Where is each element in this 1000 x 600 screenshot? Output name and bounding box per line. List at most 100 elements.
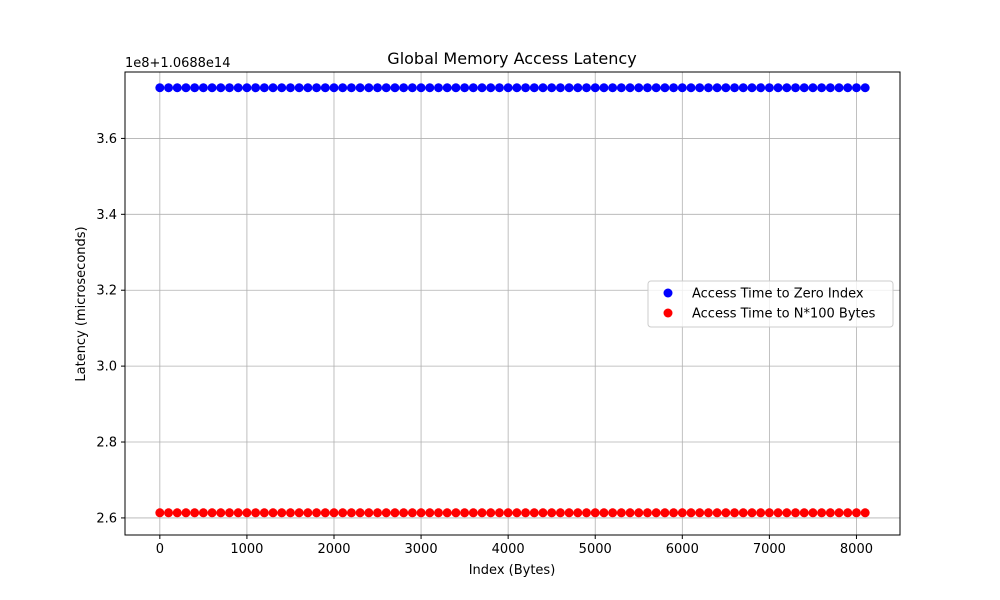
data-point xyxy=(181,83,191,93)
data-point xyxy=(573,508,583,518)
data-point xyxy=(782,83,792,93)
data-point xyxy=(817,508,827,518)
data-point xyxy=(355,83,365,93)
y-axis: 2.6 2.8 3.0 3.2 3.4 3.6 xyxy=(96,132,125,526)
x-tick-label: 8000 xyxy=(840,542,873,557)
plot-frame xyxy=(124,71,901,536)
data-point xyxy=(268,83,278,93)
data-point xyxy=(747,83,757,93)
data-point xyxy=(442,508,452,518)
data-point xyxy=(521,83,531,93)
data-point xyxy=(198,83,208,93)
data-point xyxy=(756,508,766,518)
data-point xyxy=(721,508,731,518)
data-point xyxy=(425,83,435,93)
data-point xyxy=(407,508,417,518)
data-point xyxy=(616,508,626,518)
x-tick-label: 1000 xyxy=(230,542,263,557)
data-point xyxy=(503,508,513,518)
data-point xyxy=(259,83,269,93)
data-points xyxy=(155,83,870,518)
data-point xyxy=(364,508,374,518)
data-point xyxy=(277,508,287,518)
data-point xyxy=(764,508,774,518)
data-point xyxy=(433,83,443,93)
data-point xyxy=(860,508,870,518)
data-point xyxy=(486,83,496,93)
data-point xyxy=(198,508,208,518)
y-tick-label: 3.0 xyxy=(96,360,117,375)
data-point xyxy=(242,508,252,518)
data-point xyxy=(224,508,234,518)
data-point xyxy=(477,83,487,93)
data-point xyxy=(738,83,748,93)
data-point xyxy=(808,83,818,93)
y-offset-text: 1e8+1.0688e14 xyxy=(125,56,230,71)
legend-box xyxy=(647,280,894,328)
y-tick-label: 3.2 xyxy=(96,284,117,299)
data-point xyxy=(451,83,461,93)
data-point xyxy=(425,508,435,518)
data-point xyxy=(294,508,304,518)
data-point xyxy=(442,83,452,93)
data-point xyxy=(703,508,713,518)
data-point xyxy=(582,508,592,518)
data-point xyxy=(843,508,853,518)
data-point xyxy=(416,508,426,518)
data-point xyxy=(320,508,330,518)
data-point xyxy=(460,83,470,93)
data-point xyxy=(164,508,174,518)
data-point xyxy=(860,83,870,93)
data-point xyxy=(451,508,461,518)
y-tick-label: 2.8 xyxy=(96,436,117,451)
data-point xyxy=(216,83,226,93)
data-point xyxy=(416,83,426,93)
data-point xyxy=(599,508,609,518)
chart-title: Global Memory Access Latency xyxy=(387,49,636,68)
data-point xyxy=(433,508,443,518)
data-point xyxy=(608,83,618,93)
data-point xyxy=(773,508,783,518)
data-point xyxy=(399,508,409,518)
data-point xyxy=(390,508,400,518)
data-point xyxy=(538,508,548,518)
data-point xyxy=(312,83,322,93)
data-point xyxy=(529,83,539,93)
data-point xyxy=(242,83,252,93)
data-point xyxy=(172,83,182,93)
data-point xyxy=(312,508,322,518)
data-point xyxy=(625,508,635,518)
data-point xyxy=(660,83,670,93)
data-point xyxy=(320,83,330,93)
data-point xyxy=(721,83,731,93)
data-point xyxy=(573,83,583,93)
data-point xyxy=(756,83,766,93)
data-point xyxy=(695,83,705,93)
data-point xyxy=(190,508,200,518)
data-point xyxy=(407,83,417,93)
data-point xyxy=(277,83,287,93)
data-point xyxy=(851,508,861,518)
data-point xyxy=(686,83,696,93)
data-point xyxy=(634,83,644,93)
data-point xyxy=(338,83,348,93)
data-point xyxy=(468,508,478,518)
data-point xyxy=(669,508,679,518)
data-point xyxy=(251,83,261,93)
data-point xyxy=(390,83,400,93)
data-point xyxy=(834,508,844,518)
data-point xyxy=(799,508,809,518)
data-point xyxy=(155,508,165,518)
data-point xyxy=(590,83,600,93)
data-point xyxy=(651,508,661,518)
data-point xyxy=(799,83,809,93)
data-point xyxy=(730,83,740,93)
data-point xyxy=(616,83,626,93)
legend: Access Time to Zero Index Access Time to… xyxy=(647,280,894,328)
data-point xyxy=(564,508,574,518)
data-point xyxy=(181,508,191,518)
data-point xyxy=(791,508,801,518)
data-point xyxy=(512,83,522,93)
data-point xyxy=(190,83,200,93)
data-point xyxy=(529,508,539,518)
